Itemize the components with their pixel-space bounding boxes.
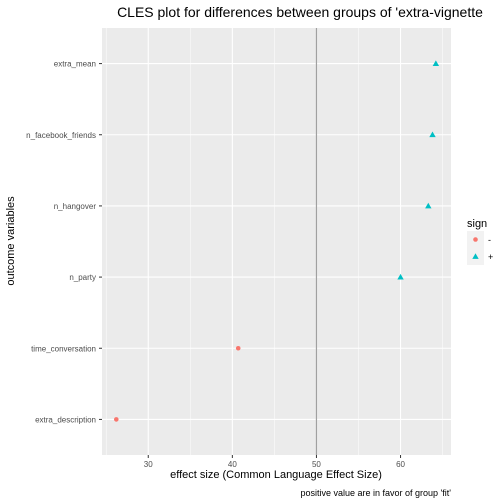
y-tick-label: time_conversation — [31, 344, 96, 353]
legend-label: + — [488, 252, 493, 262]
data-points — [113, 60, 440, 422]
y-axis-title: outcome variables — [5, 196, 17, 286]
legend-key-circle — [473, 237, 478, 242]
x-axis-title: effect size (Common Language Effect Size… — [170, 469, 382, 481]
legend-title: sign — [467, 218, 487, 230]
legend-label: - — [488, 235, 491, 245]
data-point-n-hangover — [425, 202, 432, 209]
y-tick-label: extra_mean — [54, 60, 96, 69]
grid-lines — [102, 28, 451, 455]
chart-title: CLES plot for differences between groups… — [117, 4, 483, 20]
legend-key-triangle — [472, 253, 479, 259]
data-point-n-facebook-friends — [429, 131, 436, 138]
y-tick-label: n_facebook_friends — [26, 131, 96, 140]
y-axis: extra_description time_conversation n_part… — [26, 60, 102, 424]
chart-caption: positive value are in favor of group 'fi… — [300, 488, 451, 498]
x-tick-label: 60 — [396, 460, 405, 469]
data-point-extra-description — [113, 417, 119, 422]
x-axis: 30 40 50 60 — [144, 455, 406, 469]
y-tick-label: extra_description — [35, 415, 96, 424]
x-tick-label: 30 — [144, 460, 153, 469]
legend: sign - + — [467, 218, 493, 265]
plot-panel — [102, 28, 451, 455]
x-tick-label: 40 — [228, 460, 237, 469]
data-point-time-conversation — [235, 345, 241, 351]
y-tick-label: n_hangover — [54, 202, 97, 211]
y-tick-label: n_party — [69, 273, 96, 282]
x-tick-label: 50 — [312, 460, 321, 469]
data-point-extra-mean — [432, 60, 440, 66]
data-point-n-party — [397, 273, 404, 280]
